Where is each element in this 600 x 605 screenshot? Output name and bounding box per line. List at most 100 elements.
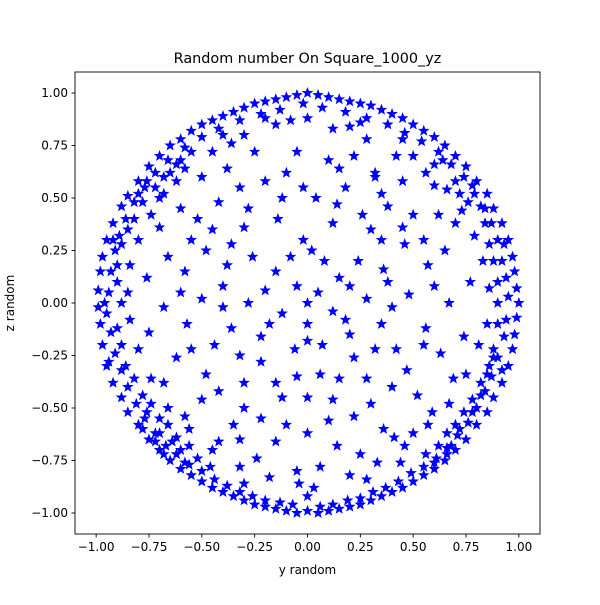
data-point <box>428 131 441 142</box>
data-point <box>206 443 219 455</box>
data-point <box>212 122 225 134</box>
y-tick-label: −0.75 <box>31 454 68 468</box>
data-point <box>181 317 193 329</box>
y-tick-label: 0.25 <box>41 244 68 258</box>
data-point <box>365 494 377 506</box>
data-point <box>460 160 472 172</box>
data-point <box>128 372 140 384</box>
data-point <box>468 187 481 199</box>
data-point <box>255 355 267 367</box>
data-point <box>158 301 170 313</box>
data-point <box>369 166 381 178</box>
data-point <box>208 473 221 485</box>
data-point <box>375 490 388 502</box>
data-point <box>132 418 145 430</box>
data-point <box>234 433 246 445</box>
data-point <box>466 393 479 405</box>
data-point <box>291 370 303 382</box>
data-point <box>379 481 392 493</box>
data-point <box>259 284 271 296</box>
data-point <box>481 406 493 418</box>
data-point <box>487 351 500 363</box>
data-point <box>312 286 324 298</box>
data-point <box>185 343 198 355</box>
y-tick-label: 0.75 <box>41 139 68 153</box>
data-point <box>327 498 339 510</box>
data-point <box>221 162 233 174</box>
data-point <box>468 229 481 241</box>
data-point <box>422 259 434 271</box>
data-point <box>447 372 460 384</box>
data-point <box>174 154 187 166</box>
data-point <box>179 141 191 153</box>
data-point <box>284 250 297 262</box>
data-point <box>441 427 453 439</box>
data-point <box>354 498 367 510</box>
data-point <box>280 166 293 178</box>
chart-title: Random number On Square_1000_yz <box>174 51 442 67</box>
data-point <box>251 452 263 464</box>
data-point <box>291 89 303 100</box>
data-point <box>174 133 187 145</box>
data-point <box>274 496 286 508</box>
data-point <box>170 431 183 443</box>
data-point <box>344 120 356 132</box>
data-point <box>208 338 221 350</box>
data-point <box>407 118 419 130</box>
data-point <box>392 475 405 487</box>
data-point <box>141 406 153 418</box>
data-point <box>183 422 195 434</box>
x-tick-label: 0.00 <box>294 540 321 554</box>
data-point <box>115 296 128 308</box>
data-point <box>238 401 250 413</box>
data-point <box>196 475 208 487</box>
data-point <box>301 334 314 346</box>
data-point <box>506 343 519 355</box>
data-point <box>314 368 326 380</box>
x-tick-label: 0.75 <box>453 540 480 554</box>
data-point <box>417 233 430 245</box>
data-point <box>297 233 310 245</box>
y-tick-label: −1.00 <box>31 506 68 520</box>
data-point <box>348 351 360 363</box>
data-point <box>291 506 303 518</box>
data-point <box>508 328 521 340</box>
data-point <box>291 145 303 157</box>
data-point <box>259 112 271 124</box>
data-point <box>119 359 132 371</box>
data-point <box>206 223 219 235</box>
data-point <box>248 498 261 510</box>
points-layer <box>92 86 525 518</box>
data-point <box>439 244 451 256</box>
data-point <box>496 364 508 376</box>
data-point <box>443 397 455 409</box>
data-point <box>141 271 153 283</box>
y-tick-label: 1.00 <box>41 86 68 100</box>
data-point <box>289 343 301 355</box>
data-point <box>200 368 212 380</box>
data-point <box>238 494 250 506</box>
data-point <box>132 187 145 199</box>
data-point <box>94 265 107 277</box>
data-point <box>221 259 233 271</box>
data-point <box>487 391 500 403</box>
data-point <box>331 439 343 451</box>
data-point <box>327 122 339 134</box>
data-point <box>234 181 246 193</box>
data-point <box>453 422 466 434</box>
data-point <box>196 131 208 142</box>
data-point <box>107 217 119 229</box>
data-point <box>103 286 115 298</box>
data-point <box>420 166 432 178</box>
data-point <box>255 330 267 342</box>
y-axis-label: z random <box>3 275 17 332</box>
data-point <box>322 414 335 426</box>
data-point <box>259 500 271 512</box>
data-point <box>238 477 250 489</box>
data-point <box>96 250 109 262</box>
data-point <box>196 393 208 405</box>
data-point <box>164 454 176 466</box>
data-point <box>301 490 314 502</box>
data-point <box>394 456 407 468</box>
